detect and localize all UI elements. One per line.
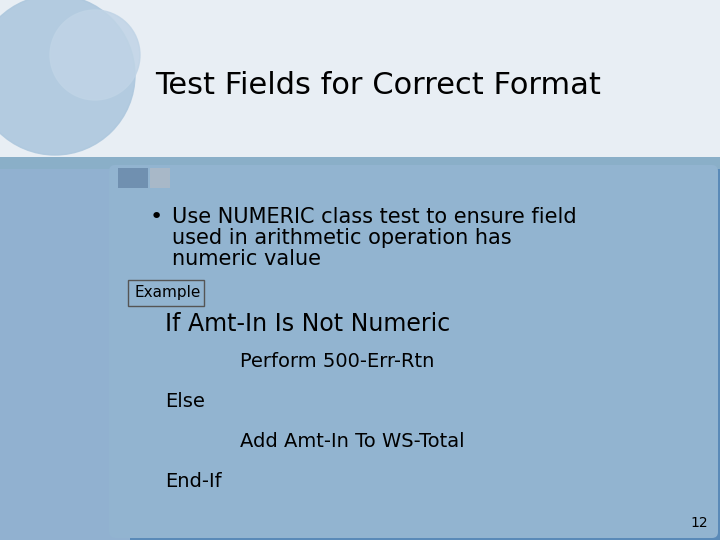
FancyBboxPatch shape [128, 280, 204, 306]
Bar [0, 169, 130, 540]
Circle shape [0, 0, 135, 155]
Text: Example: Example [135, 285, 202, 300]
FancyBboxPatch shape [109, 165, 718, 538]
Text: Use NUMERIC class test to ensure field: Use NUMERIC class test to ensure field [172, 207, 577, 227]
Text: 12: 12 [690, 516, 708, 530]
Text: End-If: End-If [165, 472, 222, 491]
Bar [118, 168, 148, 188]
Text: numeric value: numeric value [172, 249, 321, 269]
Bar [150, 168, 170, 188]
Text: If Amt-In Is Not Numeric: If Amt-In Is Not Numeric [165, 312, 450, 336]
Circle shape [50, 10, 140, 100]
Text: Add Amt-In To WS-Total: Add Amt-In To WS-Total [240, 432, 464, 451]
Text: Test Fields for Correct Format: Test Fields for Correct Format [155, 71, 601, 99]
Text: Perform 500-Err-Rtn: Perform 500-Err-Rtn [240, 352, 434, 371]
Text: used in arithmetic operation has: used in arithmetic operation has [172, 228, 512, 248]
Text: Else: Else [165, 392, 205, 411]
Bar [0, 0, 720, 157]
Bar [0, 157, 720, 169]
Text: •: • [150, 207, 163, 227]
